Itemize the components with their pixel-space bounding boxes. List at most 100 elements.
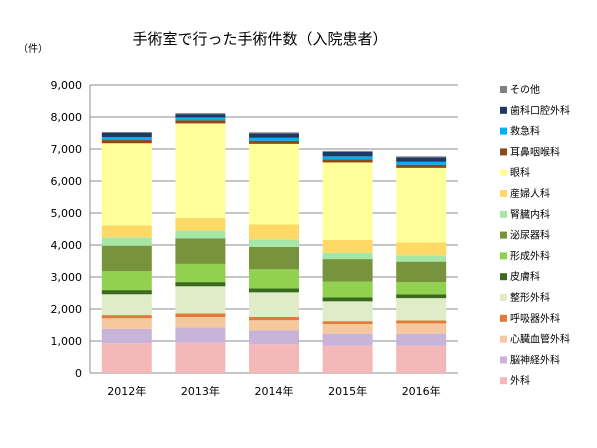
bar-segment	[249, 143, 299, 225]
legend-swatch	[500, 377, 507, 385]
bar-segment	[101, 225, 152, 238]
bar-segment	[249, 239, 299, 247]
bar-segment	[175, 123, 226, 218]
legend-label: 心臓血管外科	[510, 333, 570, 346]
legend-label: 形成外科	[510, 249, 550, 262]
bar-segment	[101, 132, 152, 133]
x-tick-label: 2015年	[328, 384, 367, 398]
bar-segment	[175, 230, 226, 239]
bar-segment	[175, 263, 226, 283]
bar-segment	[396, 164, 447, 168]
legend-swatch	[500, 190, 507, 197]
legend-swatch	[500, 86, 507, 93]
bar-segment	[396, 255, 447, 262]
y-tick-label: 7,000	[51, 143, 83, 156]
bar-segment	[101, 271, 152, 291]
bar-segment	[249, 137, 299, 141]
legend-swatch	[500, 252, 507, 260]
bar-segment	[249, 330, 299, 345]
y-tick-label: 4,000	[51, 239, 83, 252]
bar-segment	[101, 328, 152, 344]
bar-segment	[249, 132, 299, 134]
bar-segment	[175, 120, 226, 124]
legend-swatch	[500, 148, 507, 156]
bar-segment	[101, 294, 152, 316]
bar-segment	[322, 345, 373, 373]
bar-segment	[249, 288, 299, 293]
bar-segment	[249, 344, 299, 373]
y-tick-label: 5,000	[51, 207, 83, 220]
bar-segment	[322, 259, 373, 282]
bar-segment	[175, 313, 226, 317]
bar-segment	[101, 315, 152, 319]
bar-segment	[396, 298, 447, 321]
legend-label: 整形外科	[510, 291, 550, 304]
bar-segment	[101, 343, 152, 373]
x-tick-label: 2013年	[181, 384, 220, 398]
x-axis-ticks: 2012年 2013年 2014年 2015年 2016年	[107, 384, 440, 398]
x-tick-label: 2012年	[107, 384, 146, 398]
bar-segment	[396, 156, 447, 158]
bar-segment	[396, 161, 447, 165]
bar-segment	[249, 317, 299, 321]
y-tick-label: 8,000	[51, 111, 83, 124]
bar-segment	[175, 217, 226, 231]
y-tick-label: 9,000	[51, 79, 83, 92]
bar-segment	[101, 143, 152, 226]
legend-swatch	[500, 169, 507, 177]
bar-segment	[396, 261, 447, 283]
bar-segment	[175, 282, 226, 287]
legend-swatch	[500, 335, 507, 343]
bar-segment	[101, 318, 152, 329]
x-tick-label: 2014年	[255, 384, 294, 398]
y-tick-label: 1,000	[51, 335, 83, 348]
y-tick-label: 2,000	[51, 303, 83, 316]
bar-segment	[396, 333, 447, 346]
y-axis-unit-label: （件）	[18, 44, 48, 55]
x-tick-label: 2016年	[402, 384, 441, 398]
legend-swatch	[500, 231, 507, 239]
bar-segment	[101, 237, 152, 246]
legend-swatch	[500, 210, 507, 218]
bar-segment	[175, 114, 226, 118]
y-tick-label: 6,000	[51, 175, 83, 188]
bar-segment	[175, 342, 226, 373]
bar-segment	[101, 290, 152, 295]
legend-swatch	[500, 106, 507, 114]
bar-segment	[396, 323, 447, 334]
bar-segment	[175, 327, 226, 343]
bar-segment	[322, 321, 373, 325]
bar-segment	[322, 151, 373, 157]
bar-segment	[175, 238, 226, 264]
bar-segment	[396, 242, 447, 256]
legend-swatch	[500, 273, 507, 281]
bar-segment	[175, 317, 226, 328]
bar-segment	[322, 156, 373, 160]
legend-label: 産婦人科	[510, 187, 550, 200]
chart-title: 手術室で行った手術件数（入院患者）	[132, 30, 388, 48]
bar-segment	[249, 224, 299, 240]
bar-segment	[249, 133, 299, 138]
bar-segment	[249, 246, 299, 270]
legend-label: 脳神経外科	[510, 353, 560, 366]
bar-segment	[322, 281, 373, 298]
bar-segment	[175, 286, 226, 314]
bar-segment	[101, 132, 152, 138]
y-tick-label: 0	[75, 367, 82, 380]
bar-segment	[322, 162, 373, 240]
y-tick-label: 3,000	[51, 271, 83, 284]
bar-segment	[249, 292, 299, 317]
bar-segment	[322, 324, 373, 334]
bar-segment	[101, 245, 152, 272]
legend-label: その他	[510, 83, 540, 96]
bar-segment	[322, 252, 373, 260]
bar-segment	[101, 140, 152, 144]
legend-label: 救急科	[510, 125, 540, 138]
legend-label: 泌尿器科	[510, 229, 550, 242]
bar-segment	[175, 113, 226, 115]
y-axis-ticks: 0 1,000 2,000 3,000 4,000 5,000 6,000 7,000 8,00…	[51, 79, 83, 380]
bar-segment	[396, 320, 447, 324]
bar-segment	[175, 117, 226, 121]
legend-label: 皮膚科	[510, 270, 540, 283]
